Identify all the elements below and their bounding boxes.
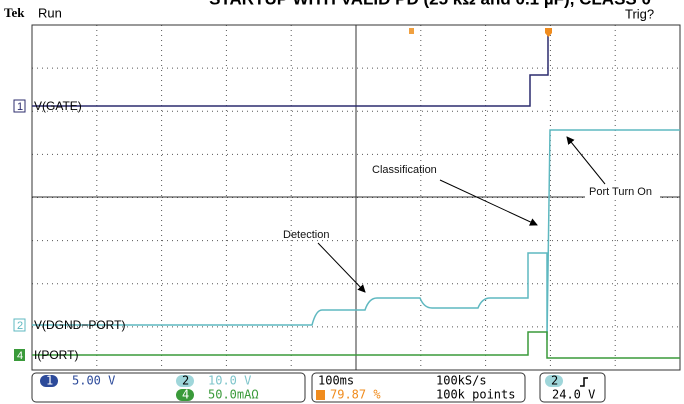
ch1-marker: 1 bbox=[17, 101, 23, 113]
ch4-badge bbox=[176, 389, 194, 401]
annotation-arrow bbox=[317, 242, 366, 293]
trigger-slope bbox=[580, 377, 588, 387]
ch2-label: V(DGND−PORT) bbox=[34, 318, 125, 332]
port-current-trace bbox=[32, 331, 680, 359]
trigger-position: 79.87 % bbox=[330, 388, 381, 402]
channel-markers: 1 V(GATE) 2 V(DGND−PORT) 4 I(PORT) bbox=[13, 99, 125, 362]
brand: Tek bbox=[4, 5, 25, 20]
sample-rate: 100kS/s bbox=[436, 374, 487, 388]
title: STARTUP WITH VALID PD (25 kΩ and 0.1 µF)… bbox=[209, 0, 651, 8]
ch1-label: V(GATE) bbox=[34, 99, 82, 113]
trigger-source-badge bbox=[545, 375, 563, 387]
ch1-marker-box bbox=[13, 99, 26, 113]
port-voltage-trace bbox=[32, 129, 680, 341]
trigger-readout bbox=[539, 372, 606, 403]
trigger-source: 2 bbox=[551, 374, 558, 388]
graticule-frame bbox=[31, 24, 681, 371]
channel-readout bbox=[31, 372, 306, 403]
annotation: Detection bbox=[283, 229, 329, 241]
ch2-badge-text: 2 bbox=[182, 374, 189, 388]
annotation: Classification bbox=[372, 164, 437, 176]
ch4-marker: 4 bbox=[17, 350, 23, 362]
ch1-badge bbox=[40, 375, 58, 387]
annotation-arrow bbox=[566, 136, 606, 185]
gate-trace bbox=[32, 28, 549, 107]
ch1-badge-text: 1 bbox=[46, 374, 53, 388]
ch4-label: I(PORT) bbox=[34, 348, 78, 362]
trigger-icon bbox=[316, 390, 325, 400]
ch4-marker-box bbox=[14, 349, 25, 361]
graticule bbox=[32, 25, 680, 370]
annotation: Port Turn On bbox=[589, 186, 652, 198]
record-length: 100k points bbox=[436, 388, 515, 402]
annotation-arrow bbox=[439, 179, 538, 226]
ch2-marker: 2 bbox=[17, 320, 23, 332]
ch2-marker-box bbox=[13, 318, 26, 332]
ch2-scale: 10.0 V bbox=[208, 374, 251, 388]
ch1-scale: 5.00 V bbox=[72, 374, 115, 388]
ch4-scale: 50.0mAΩ bbox=[208, 388, 259, 402]
trigger-status: Trig? bbox=[625, 6, 654, 21]
annotation-bg bbox=[585, 184, 660, 200]
position-marker bbox=[409, 28, 414, 34]
run-status: Run bbox=[38, 5, 62, 20]
trigger-level: 24.0 V bbox=[552, 388, 595, 402]
timebase-readout bbox=[311, 372, 526, 403]
ch4-badge-text: 4 bbox=[182, 388, 189, 402]
trigger-marker bbox=[545, 28, 552, 37]
timebase: 100ms bbox=[318, 374, 354, 388]
ch2-badge bbox=[176, 375, 194, 387]
